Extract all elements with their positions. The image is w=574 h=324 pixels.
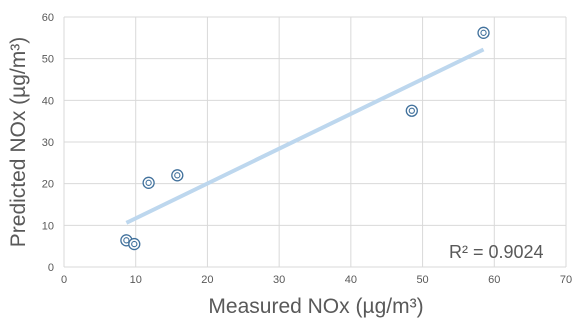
trendline: [125, 47, 485, 225]
y-tick-label: 30: [42, 137, 54, 149]
data-point: [128, 237, 141, 251]
x-tick-label: 50: [416, 274, 428, 286]
x-tick-label: 70: [560, 274, 572, 286]
y-tick-label: 40: [42, 95, 54, 107]
x-axis-title: Measured NOx (µg/m³): [208, 295, 423, 318]
data-point: [142, 176, 155, 189]
y-tick-label: 10: [42, 220, 54, 232]
y-tick-label: 20: [42, 179, 54, 191]
x-tick-label: 0: [61, 274, 67, 286]
x-tick-label: 10: [130, 274, 142, 286]
x-tick-label: 30: [273, 274, 285, 286]
grid: [63, 16, 567, 268]
x-tick-label: 20: [201, 274, 213, 286]
data-point: [405, 104, 418, 117]
y-tick-label: 60: [42, 12, 54, 24]
x-tick-labels: 0 10 20 30 40 50 60 70: [61, 274, 572, 286]
y-axis-title: Predicted NOx (µg/m³): [7, 37, 30, 247]
x-tick-label: 40: [345, 274, 357, 286]
y-tick-labels: 0 10 20 30 40 50 60: [42, 12, 54, 274]
x-tick-label: 60: [488, 274, 500, 286]
y-tick-label: 50: [42, 54, 54, 66]
data-points: [120, 26, 490, 251]
data-point: [477, 26, 490, 39]
y-tick-label: 0: [48, 262, 54, 274]
r-squared-label: R² = 0.9024: [449, 242, 544, 262]
data-point: [171, 169, 184, 182]
